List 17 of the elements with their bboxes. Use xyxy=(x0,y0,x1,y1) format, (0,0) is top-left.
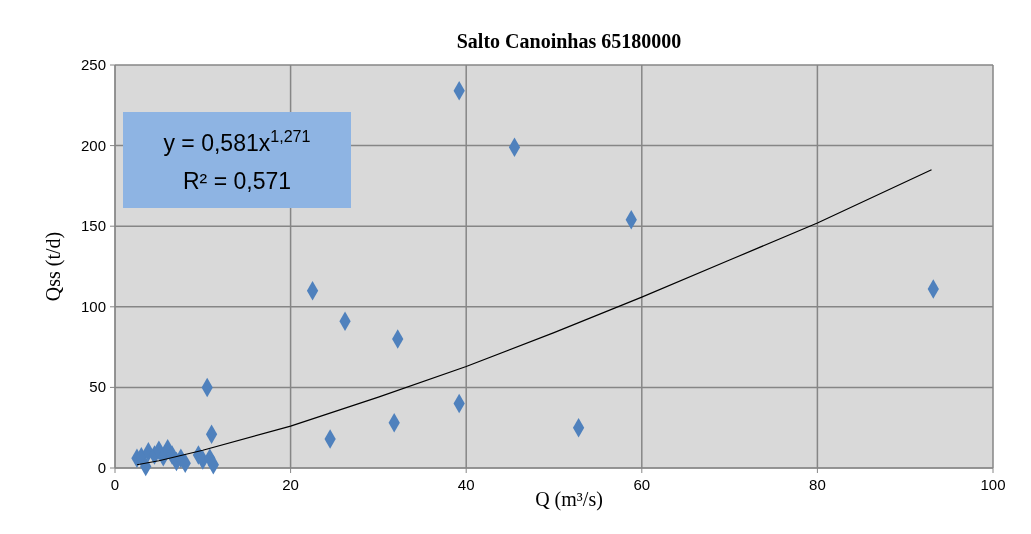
y-tick-label: 100 xyxy=(80,297,106,315)
x-tick-label: 0 xyxy=(110,476,120,493)
x-tick-label: 60 xyxy=(633,476,651,493)
x-axis-title: Q (m³/s) xyxy=(535,488,603,511)
y-tick-label: 0 xyxy=(97,459,106,476)
chart-title: Salto Canoinhas 65180000 xyxy=(456,30,682,52)
y-tick-label: 250 xyxy=(80,56,106,73)
x-tick-label: 20 xyxy=(282,476,299,493)
x-tick-label: 40 xyxy=(457,476,475,493)
y-tick-label: 150 xyxy=(80,217,106,235)
annotation: R² = 0,571 xyxy=(182,168,292,194)
y-axis-title: Qss (t/d) xyxy=(42,231,65,302)
annotation: y = 0,581x$^{1,271}$ xyxy=(163,127,311,156)
x-tick-label: 100 xyxy=(980,476,1006,493)
y-tick-label: 200 xyxy=(80,136,106,154)
x-tick-label: 80 xyxy=(809,476,826,493)
y-tick-label: 50 xyxy=(89,378,106,396)
